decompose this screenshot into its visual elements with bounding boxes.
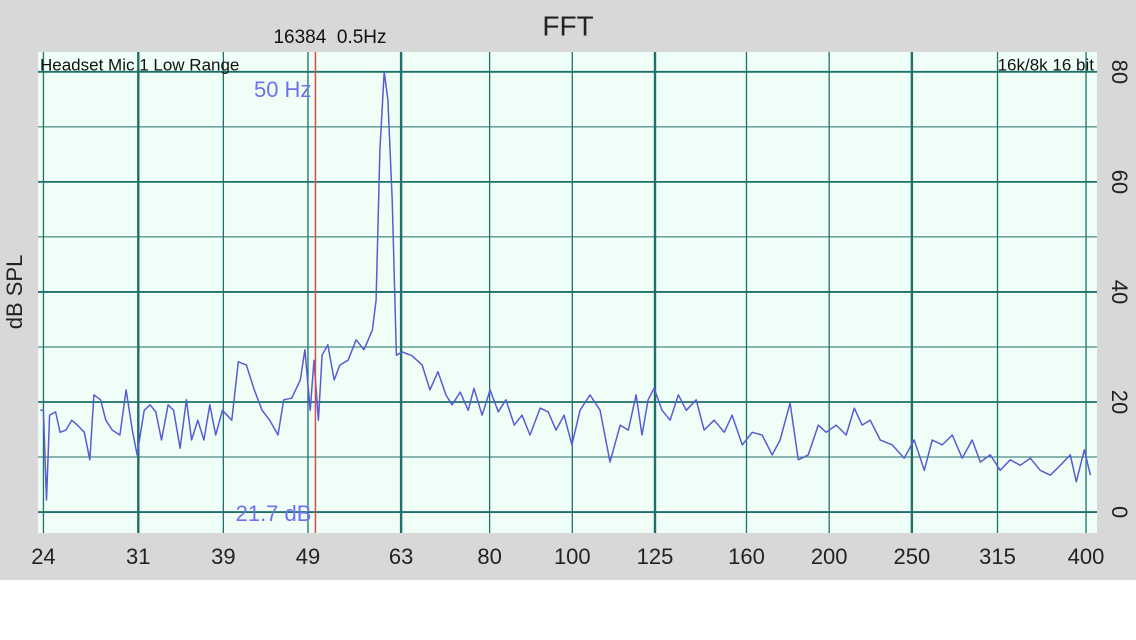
x-tick-label: 80 (477, 544, 501, 569)
y-axis-label: dB SPL (2, 255, 27, 330)
y-tick-label: 20 (1107, 390, 1132, 414)
chart-title: FFT (542, 10, 593, 41)
subtitle: 16384 0.5Hz (273, 27, 386, 48)
cursor-level: 21.7 dB (236, 501, 312, 526)
x-tick-label: 49 (296, 544, 320, 569)
x-tick-label: 200 (811, 544, 848, 569)
source-label: Headset Mic 1 Low Range (40, 55, 239, 74)
y-tick-label: 40 (1107, 280, 1132, 304)
grid (38, 52, 1097, 533)
x-tick-label: 31 (126, 544, 150, 569)
marks (40, 52, 1092, 533)
x-tick-label: 250 (894, 544, 931, 569)
format-label: 16k/8k 16 bit (998, 55, 1095, 74)
y-tick-label: 80 (1107, 60, 1132, 84)
x-tick-label: 400 (1068, 544, 1105, 569)
y-tick-label: 0 (1107, 506, 1132, 518)
x-tick-label: 63 (389, 544, 413, 569)
y-tick-label: 60 (1107, 170, 1132, 194)
x-tick-label: 125 (637, 544, 674, 569)
x-tick-label: 39 (211, 544, 235, 569)
x-tick-label: 100 (554, 544, 591, 569)
cursor-frequency: 50 Hz (254, 77, 311, 102)
x-tick-label: 315 (979, 544, 1016, 569)
x-tick-label: 24 (31, 544, 55, 569)
spectrum-line (40, 71, 1092, 501)
x-tick-label: 160 (728, 544, 765, 569)
